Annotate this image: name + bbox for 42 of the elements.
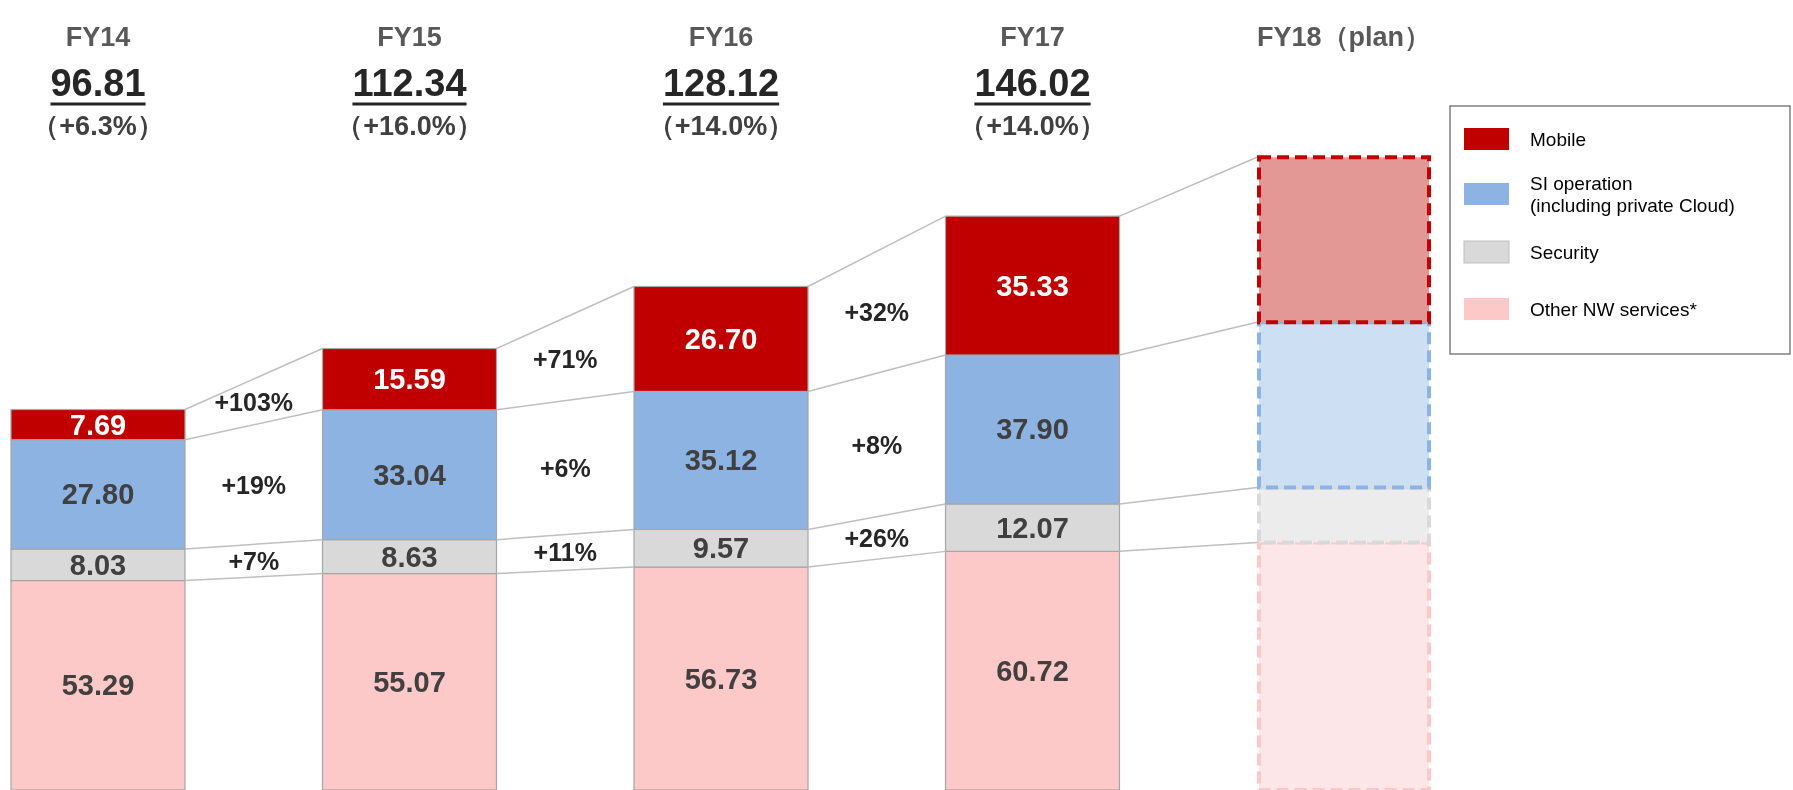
data-label: 56.73 [684,662,758,695]
data-label: 37.90 [996,413,1069,446]
legend-label: Other NW services* [1530,299,1698,320]
data-label: 53.29 [61,669,135,702]
data-label: 33.04 [373,458,446,491]
text: （+14.0%） [959,111,1106,141]
text: 146.02 [974,62,1091,104]
text: 96.81 [50,62,146,104]
legend-label: Mobile [1530,129,1586,150]
data-label: 35.33 [996,269,1069,302]
data-label: 8.03 [69,548,127,581]
data-label: 15.59 [373,363,446,396]
annotation: +71% [532,345,598,374]
text: （+14.0%） [647,111,795,141]
text: （+16.0%） [336,111,483,141]
data-label: 8.63 [381,540,438,573]
data-label: 27.80 [61,478,135,511]
data-label: 26.70 [684,322,758,355]
x-tick-label: FY18（plan） [1256,22,1432,52]
data-label: 55.07 [373,665,446,698]
x-tick-label: FY15 [377,22,442,52]
annotation: +11% [533,538,597,567]
text: 112.34 [352,62,467,104]
annotation: +26% [844,523,910,552]
data-label: 35.12 [684,444,758,477]
data-label: 9.57 [692,532,750,565]
annotation: +103% [214,387,294,416]
annotation: +32% [844,298,910,327]
annotation: +8% [851,430,903,459]
data-label: 60.72 [996,654,1069,687]
x-tick-label: FY17 [1000,22,1065,52]
legend-label: Security [1530,242,1600,263]
text: 128.12 [662,62,780,104]
x-tick-label: FY14 [65,22,131,52]
annotation: +7% [228,546,280,575]
data-label: 7.69 [69,408,127,441]
data-label: 12.07 [996,511,1069,544]
annotation: +6% [539,453,591,482]
legend-label: SI operation (including private Cloud) [1530,173,1735,216]
annotation: +19% [221,470,287,499]
text: （+6.3%） [32,111,164,141]
x-tick-label: FY16 [688,22,754,52]
